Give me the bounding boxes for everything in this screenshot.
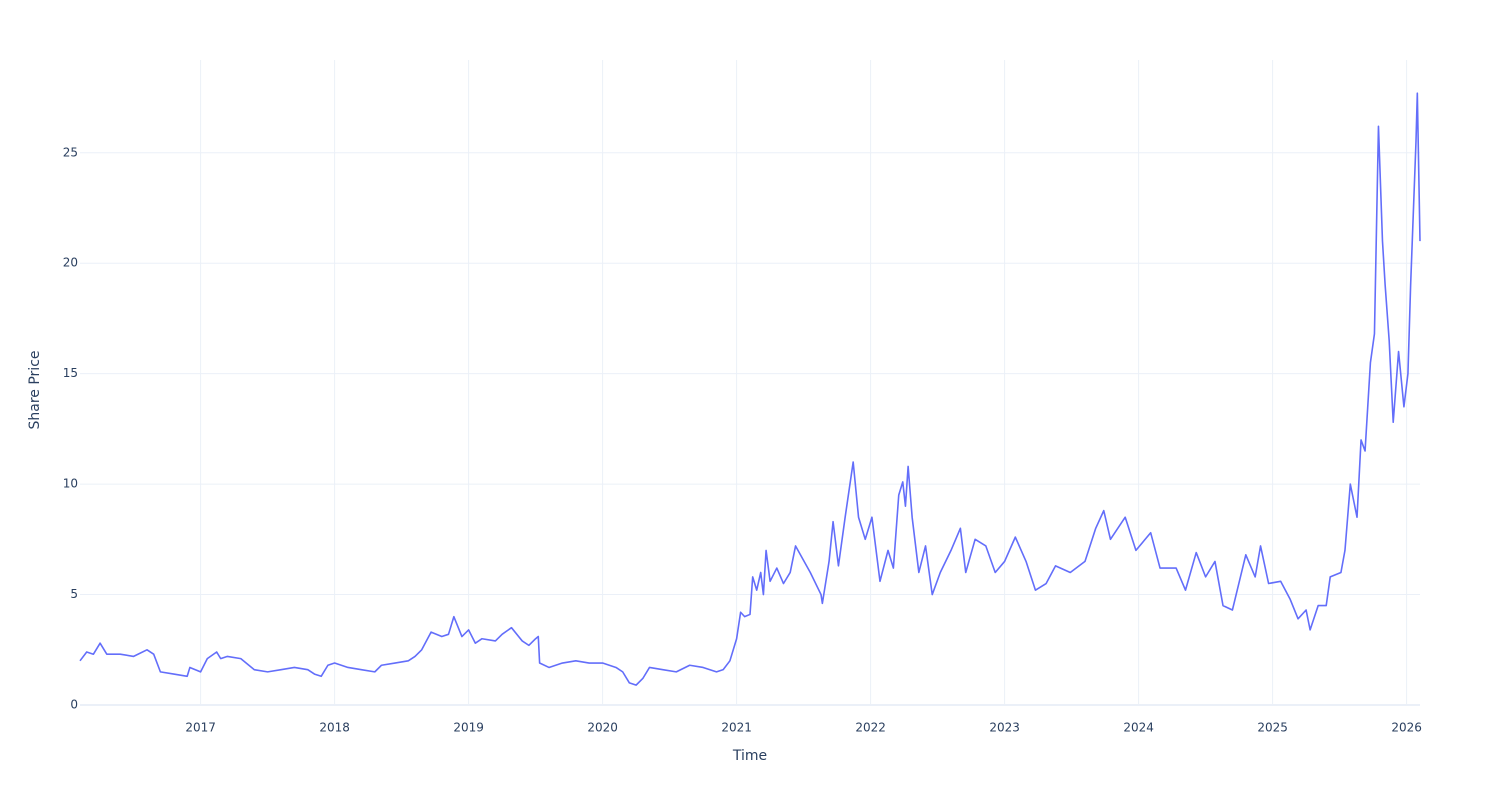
y-tick-label: 5 [70,587,78,601]
x-tick-label: 2018 [319,721,350,735]
x-tick-label: 2025 [1257,721,1288,735]
y-tick-label: 20 [63,256,78,270]
x-tick-label: 2019 [453,721,484,735]
y-axis-title: Share Price [27,350,43,429]
x-tick-label: 2026 [1391,721,1422,735]
x-tick-label: 2020 [587,721,618,735]
y-tick-label: 15 [63,366,78,380]
price-line [79,92,1421,686]
x-tick-label: 2022 [855,721,886,735]
y-tick-label: 0 [70,698,78,712]
y-tick-label: 25 [63,145,78,159]
y-tick-label: 10 [63,477,78,491]
x-tick-label: 2023 [989,721,1020,735]
x-tick-label: 2024 [1123,721,1154,735]
x-tick-label: 2017 [185,721,216,735]
x-tick-label: 2021 [721,721,752,735]
x-axis-title: Time [732,748,767,764]
